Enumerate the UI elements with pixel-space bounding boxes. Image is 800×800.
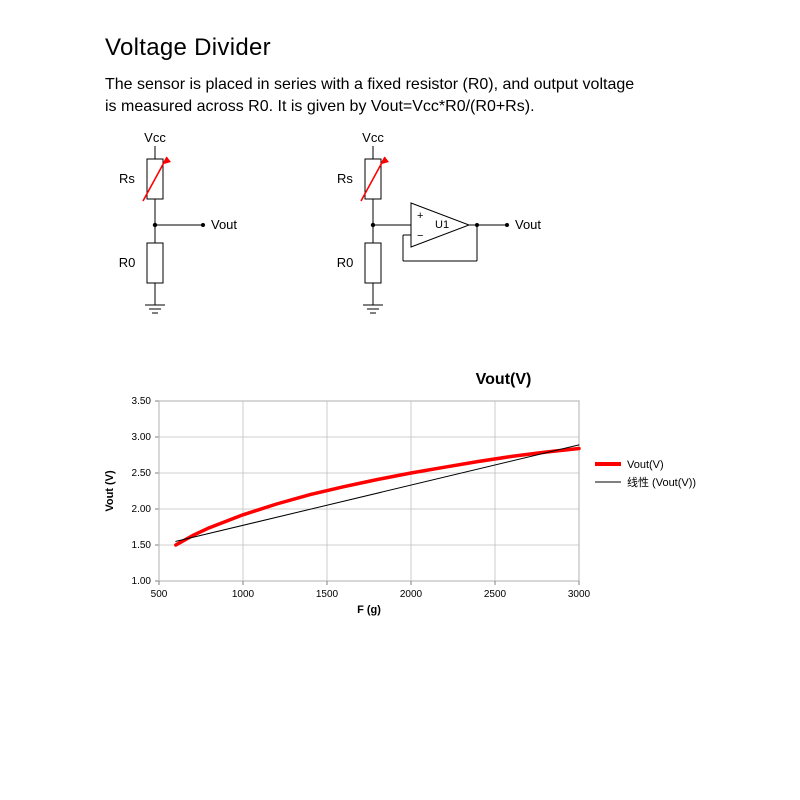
svg-text:3.00: 3.00 <box>132 432 152 443</box>
svg-text:500: 500 <box>151 589 168 600</box>
svg-text:1.50: 1.50 <box>132 540 152 551</box>
svg-text:3.50: 3.50 <box>132 396 152 407</box>
svg-text:Vout: Vout <box>211 217 237 232</box>
svg-text:2.00: 2.00 <box>132 504 152 515</box>
svg-text:2500: 2500 <box>484 589 507 600</box>
chart-title: Vout(V) <box>257 371 750 389</box>
schematic-diagrams: Vcc Rs Vout R0 Vcc Rs + −U1 Vout R0 <box>100 131 600 337</box>
svg-text:+: + <box>417 210 423 222</box>
svg-text:1.00: 1.00 <box>132 576 152 587</box>
svg-text:线性 (Vout(V)): 线性 (Vout(V)) <box>627 475 696 489</box>
svg-text:Rs: Rs <box>337 171 353 186</box>
svg-text:2.50: 2.50 <box>132 468 152 479</box>
svg-text:F (g): F (g) <box>357 604 381 616</box>
svg-text:Vcc: Vcc <box>362 131 384 145</box>
svg-text:Vcc: Vcc <box>144 131 166 145</box>
svg-text:−: − <box>417 230 423 242</box>
svg-text:Rs: Rs <box>119 171 135 186</box>
svg-text:Vout(V): Vout(V) <box>627 459 664 471</box>
svg-text:R0: R0 <box>337 255 354 270</box>
vout-chart: Vout(V) 1.00 1.50 2.00 2.50 3.00 3.50 500 1000 1… <box>97 371 750 640</box>
svg-text:1500: 1500 <box>316 589 339 600</box>
svg-text:Vout (V): Vout (V) <box>104 470 116 512</box>
svg-text:1000: 1000 <box>232 589 255 600</box>
description-text: The sensor is placed in series with a fi… <box>105 74 645 117</box>
svg-text:2000: 2000 <box>400 589 423 600</box>
svg-text:R0: R0 <box>119 255 136 270</box>
svg-text:U1: U1 <box>435 219 449 231</box>
svg-text:3000: 3000 <box>568 589 591 600</box>
svg-text:Vout: Vout <box>515 217 541 232</box>
page-title: Voltage Divider <box>105 34 750 62</box>
